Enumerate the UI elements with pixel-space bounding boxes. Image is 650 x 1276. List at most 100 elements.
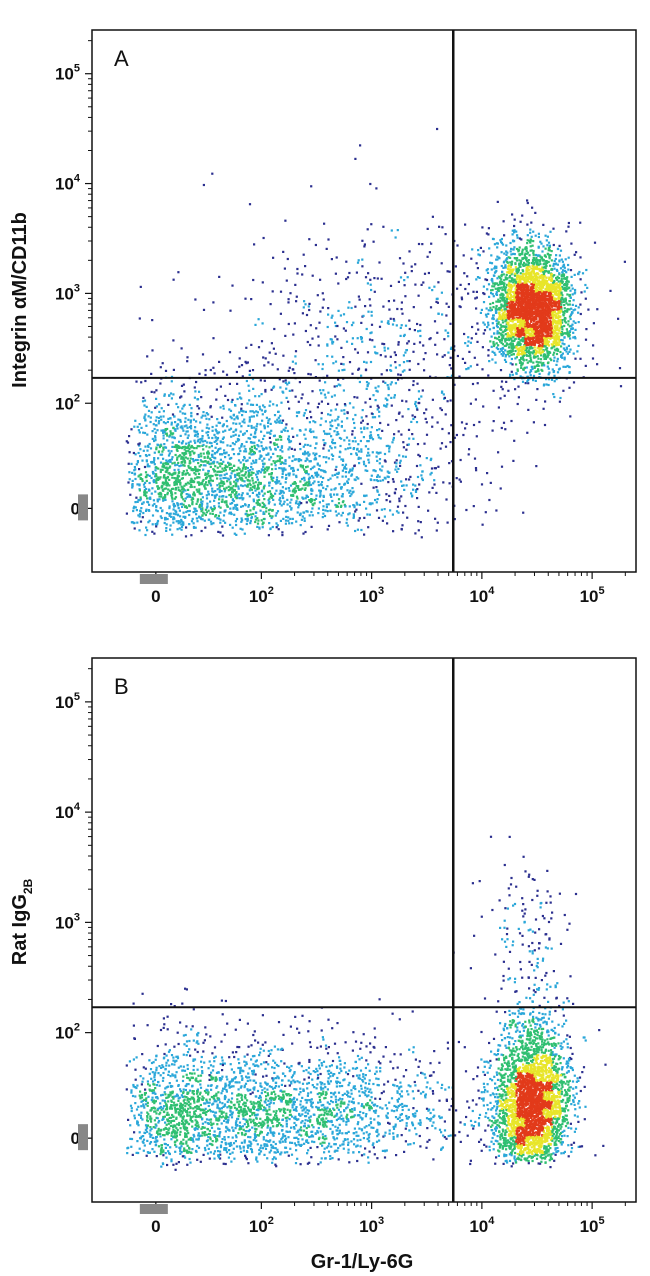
event-dot (223, 482, 226, 485)
event-dot (217, 514, 220, 517)
event-dot (490, 308, 493, 311)
event-dot (542, 354, 546, 357)
event-dot (561, 280, 564, 283)
event-dot (266, 425, 270, 428)
event-dot (134, 419, 137, 422)
event-dot (196, 435, 199, 438)
event-dot (145, 494, 148, 498)
event-dot (509, 362, 512, 365)
event-dot (146, 449, 149, 452)
event-dot (299, 448, 302, 451)
event-dot (420, 536, 423, 539)
event-dot (226, 465, 229, 468)
event-dot (185, 452, 188, 455)
event-dot (253, 446, 256, 450)
event-dot (201, 514, 204, 517)
event-dot (183, 500, 186, 503)
event-dot (395, 462, 398, 465)
event-dot (322, 389, 325, 392)
event-dot (157, 420, 161, 423)
event-dot (499, 332, 502, 335)
event-dot (256, 522, 260, 525)
event-dot (259, 509, 262, 512)
event-dot (211, 453, 214, 456)
event-dot (511, 290, 515, 294)
event-dot (173, 415, 176, 418)
event-dot (192, 418, 195, 421)
event-dot (561, 285, 564, 288)
event-dot (278, 492, 281, 495)
event-dot (279, 500, 282, 503)
event-dot (545, 239, 548, 242)
event-dot (161, 468, 164, 471)
event-dot (141, 478, 144, 481)
event-dot (185, 493, 188, 496)
event-dot (329, 509, 332, 512)
event-dot (151, 530, 154, 533)
event-dot (236, 468, 239, 472)
event-dot (213, 507, 216, 510)
event-dot (218, 482, 221, 485)
event-dot (193, 396, 196, 399)
event-dot (211, 461, 214, 464)
event-dot (224, 509, 227, 512)
event-dot (532, 379, 535, 382)
event-dot (204, 473, 207, 476)
event-dot (261, 447, 264, 450)
event-dot (596, 363, 599, 366)
event-dot (145, 508, 148, 511)
event-dot (284, 522, 287, 525)
event-dot (394, 468, 397, 471)
event-dot (190, 444, 193, 448)
event-dot (206, 473, 209, 476)
event-dot (298, 502, 301, 505)
event-dot (194, 430, 197, 433)
event-dot (332, 454, 335, 457)
event-dot (218, 431, 221, 434)
event-dot (250, 445, 253, 448)
event-dot (274, 480, 277, 484)
event-dot (304, 443, 307, 446)
event-dot (166, 517, 169, 521)
event-dot (343, 483, 346, 486)
event-dot (356, 503, 359, 506)
event-dot (175, 402, 178, 406)
event-dot (172, 516, 175, 519)
event-dot (509, 265, 512, 269)
event-dot (310, 474, 314, 478)
event-dot (150, 461, 153, 464)
event-dot (343, 503, 346, 506)
event-dot (204, 472, 207, 475)
event-dot (536, 283, 539, 286)
event-dot (301, 515, 304, 518)
event-dot (236, 472, 239, 475)
event-dot (565, 328, 568, 331)
event-dot (247, 437, 250, 440)
event-dot (277, 416, 280, 419)
event-dot (294, 482, 297, 485)
event-dot (232, 434, 235, 437)
event-dot (252, 459, 255, 462)
event-dot (216, 473, 219, 476)
event-dot (196, 432, 199, 436)
event-dot (383, 508, 386, 511)
event-dot (534, 379, 537, 382)
event-dot (508, 350, 511, 353)
event-dot (289, 440, 293, 443)
event-dot (138, 488, 141, 491)
event-dot (250, 488, 253, 491)
event-dot (193, 472, 196, 475)
event-dot (398, 461, 402, 464)
event-dot (266, 490, 270, 493)
event-dot (528, 289, 531, 292)
event-dot (171, 441, 174, 444)
event-dot (168, 435, 171, 438)
event-dot (396, 505, 400, 508)
event-dot (255, 473, 258, 476)
event-dot (258, 527, 261, 530)
event-dot (276, 455, 279, 458)
event-dot (261, 459, 264, 462)
event-dot (344, 448, 347, 451)
event-dot (160, 486, 164, 489)
event-dot (529, 354, 532, 357)
